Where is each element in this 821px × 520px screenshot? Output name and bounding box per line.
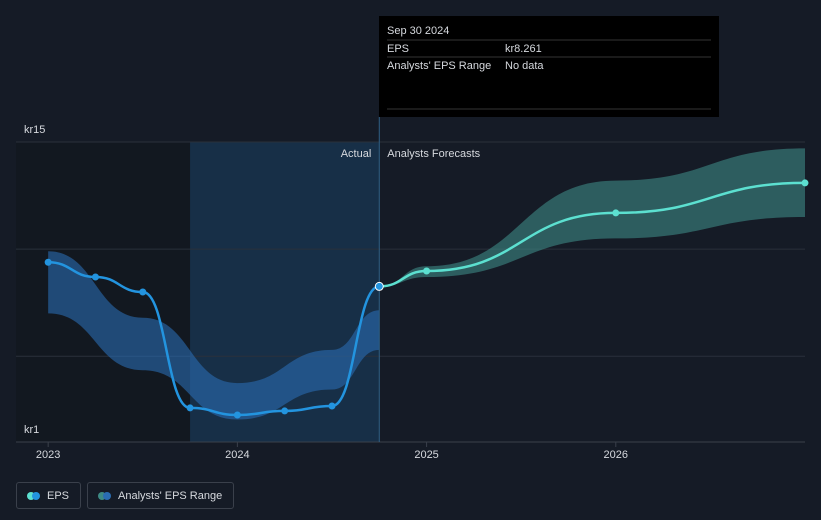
eps-point <box>423 267 431 275</box>
x-tick-label: 2024 <box>225 449 249 461</box>
eps-point <box>801 179 809 187</box>
tooltip-date: Sep 30 2024 <box>387 25 449 37</box>
eps-point <box>91 273 99 281</box>
legend-range[interactable]: Analysts' EPS Range <box>87 482 234 509</box>
legend-label: EPS <box>47 489 70 502</box>
eps-point <box>186 404 194 412</box>
x-tick-label: 2025 <box>414 449 438 461</box>
y-tick-label: kr15 <box>24 124 45 136</box>
range-band <box>48 251 380 420</box>
eps-point <box>281 407 289 415</box>
y-tick-label: kr1 <box>24 424 39 436</box>
eps-point <box>374 281 384 291</box>
eps-point <box>44 258 52 266</box>
eps-point <box>233 411 241 419</box>
legend-label: Analysts' EPS Range <box>118 489 223 502</box>
x-tick-label: 2023 <box>36 449 60 461</box>
legend-icon <box>27 491 40 500</box>
tooltip-value: No data <box>505 60 544 72</box>
tooltip-box <box>379 16 719 117</box>
eps-point <box>328 402 336 410</box>
past-region <box>16 142 191 442</box>
annotation: Actual <box>341 148 372 160</box>
tooltip: Sep 30 2024 EPS kr8.261 Analysts' EPS Range… <box>379 16 719 117</box>
tooltip-label: Analysts' EPS Range <box>387 60 491 72</box>
range-band <box>379 148 805 287</box>
eps-line <box>379 181 806 288</box>
eps-point <box>139 288 147 296</box>
legend-icon <box>98 491 111 500</box>
x-tick-label: 2026 <box>604 449 628 461</box>
annotation: Analysts Forecasts <box>387 148 480 160</box>
legend-eps[interactable]: EPS <box>16 482 81 509</box>
tooltip-label: EPS <box>387 43 409 55</box>
eps-line <box>48 260 380 417</box>
eps-point <box>612 209 620 217</box>
tooltip-value: kr8.261 <box>505 43 542 55</box>
chart: kr1 kr15 2023 2024 2025 2026 Actual Analysts Fo… <box>16 16 809 461</box>
